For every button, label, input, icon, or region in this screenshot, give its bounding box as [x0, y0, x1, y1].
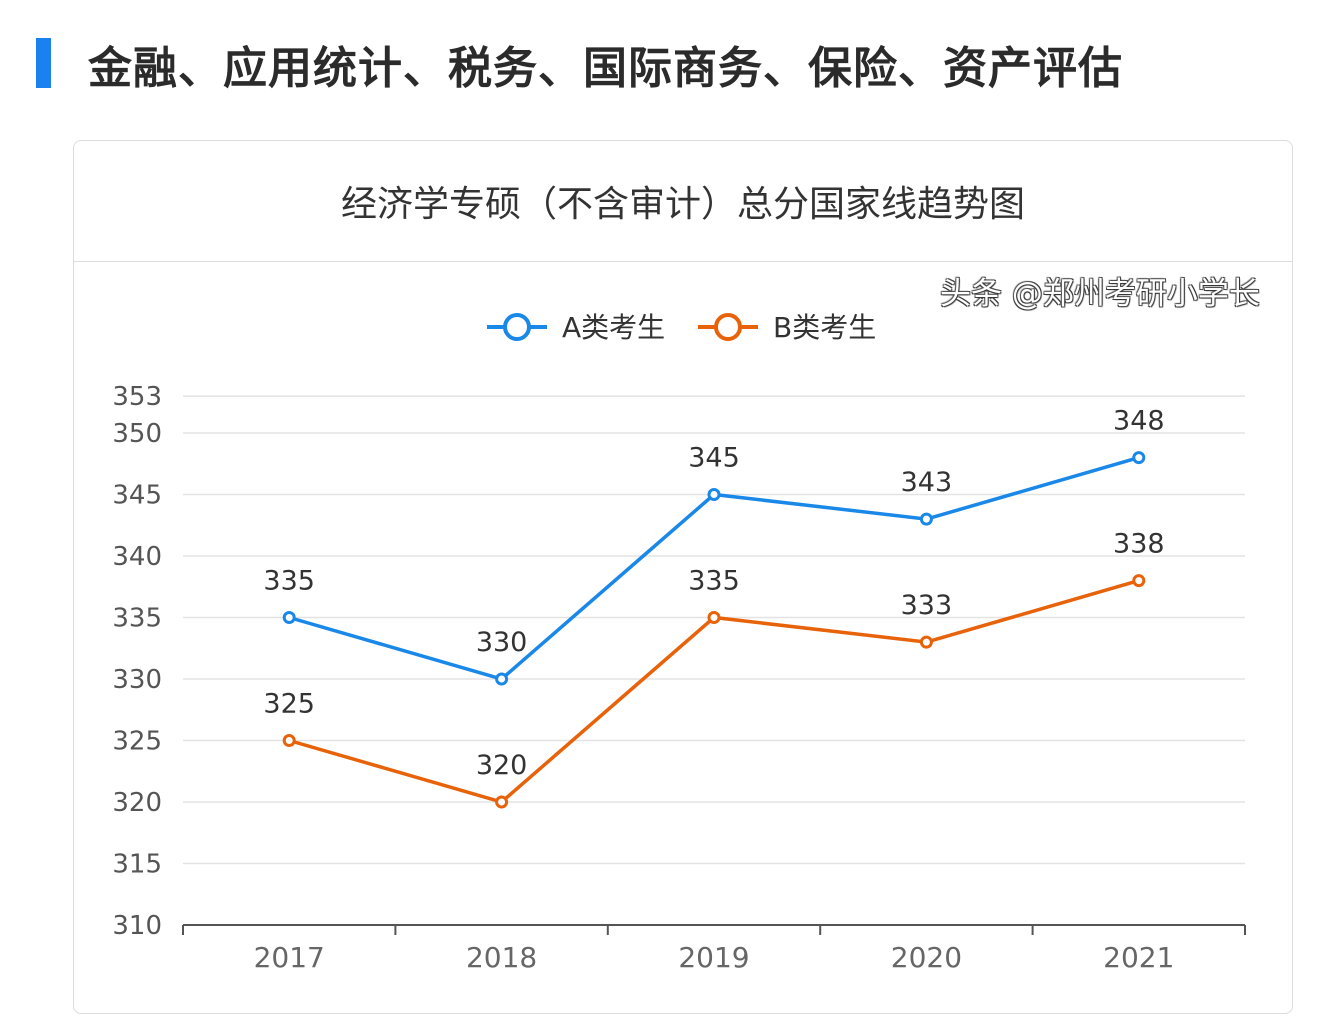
- data-point: [495, 672, 509, 686]
- y-tick-label: 325: [112, 727, 162, 757]
- chart-title: 经济学专硕（不含审计）总分国家线趋势图: [74, 141, 1292, 262]
- legend-marker: [714, 313, 742, 341]
- y-tick-label: 310: [112, 911, 162, 941]
- data-point: [707, 488, 721, 501]
- data-point: [282, 734, 296, 747]
- data-label: 348: [1113, 406, 1165, 437]
- data-label: 345: [688, 443, 740, 474]
- y-tick-label: 345: [112, 481, 162, 511]
- data-label: 325: [263, 689, 315, 720]
- heading-accent-bar: [36, 38, 51, 88]
- data-point: [919, 512, 933, 526]
- legend-label: A类考生: [562, 311, 665, 344]
- data-label: 343: [901, 467, 953, 498]
- data-label: 338: [1113, 529, 1165, 560]
- y-tick-label: 335: [112, 604, 162, 634]
- data-label: 335: [688, 566, 740, 597]
- data-label: 335: [263, 566, 315, 597]
- page-heading: 金融、应用统计、税务、国际商务、保险、资产评估: [88, 43, 1123, 94]
- y-tick-label: 330: [112, 665, 162, 695]
- x-tick-label: 2020: [891, 941, 962, 974]
- data-label: 320: [476, 750, 528, 781]
- data-label: 333: [901, 590, 953, 621]
- legend-marker: [503, 313, 531, 341]
- y-tick-label: 320: [112, 788, 162, 818]
- x-tick-label: 2018: [466, 941, 537, 974]
- x-tick-label: 2021: [1103, 941, 1174, 974]
- y-tick-label: 353: [112, 382, 162, 412]
- data-point: [1132, 451, 1146, 465]
- data-label: 330: [476, 627, 528, 658]
- y-tick-label: 315: [112, 850, 162, 880]
- chart-card: 经济学专硕（不含审计）总分国家线趋势图: [73, 140, 1293, 1014]
- y-tick-label: 340: [112, 542, 162, 572]
- data-point: [1132, 574, 1146, 588]
- data-point: [919, 635, 933, 649]
- x-tick-label: 2017: [254, 941, 325, 974]
- data-point: [707, 611, 721, 624]
- legend-label: B类考生: [773, 311, 876, 344]
- y-tick-label: 350: [112, 419, 162, 449]
- data-point: [282, 611, 296, 624]
- data-point: [495, 795, 509, 809]
- watermark: 头条 @郑州考研小学长: [940, 276, 1260, 312]
- x-tick-label: 2019: [678, 941, 749, 974]
